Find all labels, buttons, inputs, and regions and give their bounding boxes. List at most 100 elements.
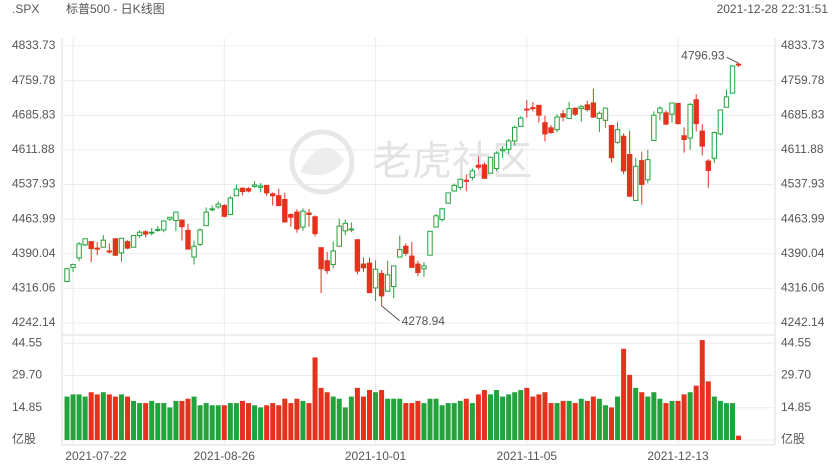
candle-body — [445, 192, 451, 204]
volume-bar — [191, 396, 197, 440]
volume-bar — [584, 400, 590, 440]
volume-tick-label: 14.85 — [12, 400, 42, 414]
volume-bar — [258, 407, 264, 440]
candle-body — [415, 263, 421, 273]
candle-body — [487, 156, 494, 174]
volume-bar — [548, 403, 554, 440]
volume-bar — [94, 394, 100, 440]
volume-bar — [264, 405, 270, 440]
volume-bar — [270, 403, 276, 440]
candle-body — [257, 185, 264, 188]
candle-body — [179, 219, 185, 228]
volume-bar — [155, 403, 161, 440]
volume-bar — [197, 405, 203, 440]
volume-bar — [578, 398, 584, 440]
y-tick-label: 4390.04 — [12, 246, 56, 260]
volume-bar — [209, 405, 215, 440]
volume-bar — [106, 394, 112, 440]
candle-body — [318, 247, 324, 270]
candle-body — [88, 241, 94, 250]
candle-body — [427, 230, 433, 256]
candle-body — [203, 211, 209, 227]
candle-body — [572, 107, 578, 115]
volume-bar — [711, 396, 717, 440]
candle-body — [330, 250, 336, 266]
candle-body — [251, 184, 258, 187]
candle-body — [481, 164, 488, 179]
candle-body — [378, 272, 385, 297]
volume-bar — [397, 398, 403, 440]
max-label: 4796.93 — [681, 48, 725, 62]
candle-body — [403, 245, 409, 254]
candle-body — [475, 164, 482, 168]
volume-bar — [143, 403, 149, 440]
volume-bar — [627, 374, 633, 440]
candle-body — [681, 135, 687, 141]
volume-bar — [403, 403, 409, 440]
volume-bar — [300, 400, 306, 440]
volume-bar — [173, 400, 179, 440]
candle-body — [626, 154, 633, 197]
y-tick-label: 4833.73 — [12, 38, 56, 52]
candle-body — [584, 104, 590, 111]
volume-bar — [246, 403, 251, 440]
x-tick-label: 2021-12-13 — [647, 449, 709, 463]
candle-body — [106, 250, 113, 253]
volume-bar — [373, 392, 379, 440]
candle-body — [711, 131, 718, 159]
candle-body — [645, 159, 651, 181]
volume-bar — [518, 390, 524, 440]
volume-bar — [488, 394, 493, 440]
candle-body — [433, 215, 439, 228]
volume-tick-label-right: 44.55 — [781, 335, 811, 349]
volume-bar — [699, 340, 705, 440]
volume-bar — [494, 390, 500, 440]
candle-body — [288, 213, 294, 218]
volume-bar — [215, 405, 221, 440]
candle-body — [530, 107, 536, 110]
watermark: 老虎社区 — [372, 140, 532, 184]
candle-body — [173, 211, 179, 222]
candle-body — [70, 264, 76, 268]
volume-bar — [693, 385, 699, 440]
candle-body — [294, 211, 300, 230]
candle-body — [578, 106, 584, 110]
volume-bar — [705, 381, 711, 440]
volume-bar — [657, 398, 663, 440]
volume-bar — [348, 396, 354, 440]
volume-bar — [669, 400, 675, 440]
volume-tick-label: 29.70 — [12, 368, 42, 382]
candle-body — [282, 198, 288, 223]
candle-body — [657, 107, 663, 114]
candle-body — [112, 238, 119, 256]
volume-bar — [681, 394, 687, 440]
volume-bar — [439, 405, 445, 440]
volume-bar — [687, 392, 693, 440]
candle-body — [548, 127, 554, 133]
volume-bar — [639, 392, 645, 440]
volume-bar — [137, 403, 143, 440]
candle-body — [608, 124, 615, 159]
candle-body — [693, 99, 699, 125]
candle-body — [76, 243, 82, 259]
volume-bar — [615, 396, 621, 440]
candle-body — [64, 268, 70, 282]
candle-body — [675, 102, 681, 125]
volume-bar — [536, 394, 542, 440]
candle-body — [620, 135, 627, 172]
candle-body — [614, 129, 621, 143]
candle-body — [324, 260, 330, 272]
candle-body — [227, 197, 234, 215]
volume-bar — [276, 405, 282, 440]
volume-bar — [717, 400, 723, 440]
volume-bar — [602, 405, 608, 440]
candle-body — [161, 220, 167, 231]
candle-body — [493, 152, 500, 170]
y-tick-label: 4463.99 — [12, 211, 56, 225]
volume-bar — [100, 392, 106, 440]
x-tick-label: 2021-11-05 — [497, 449, 558, 463]
candle-body — [384, 274, 391, 292]
volume-bar — [475, 394, 481, 440]
candle-body — [717, 109, 724, 135]
candle-body — [300, 210, 306, 228]
